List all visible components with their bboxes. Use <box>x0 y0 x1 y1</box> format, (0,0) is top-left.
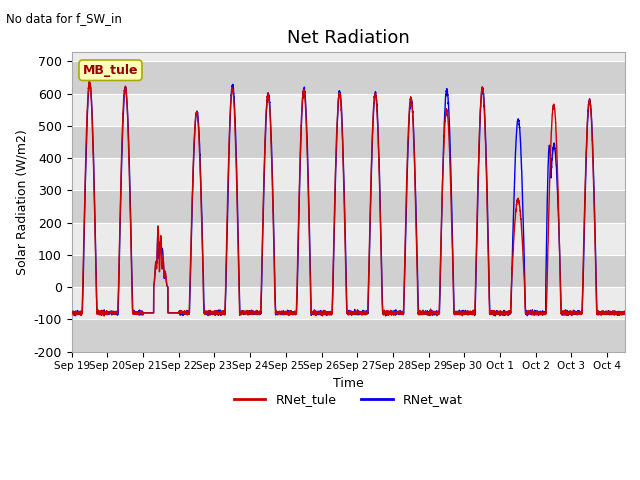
Bar <box>72 61 625 94</box>
Bar <box>72 223 625 255</box>
Bar <box>72 126 625 158</box>
Bar <box>72 158 625 191</box>
Y-axis label: Solar Radiation (W/m2): Solar Radiation (W/m2) <box>15 129 28 275</box>
Bar <box>72 255 625 287</box>
Bar <box>72 319 625 351</box>
X-axis label: Time: Time <box>333 377 364 390</box>
Bar <box>72 287 625 319</box>
Bar <box>72 191 625 223</box>
Text: MB_tule: MB_tule <box>83 64 138 77</box>
Text: No data for f_SW_in: No data for f_SW_in <box>6 12 122 25</box>
Title: Net Radiation: Net Radiation <box>287 29 410 48</box>
Bar <box>72 94 625 126</box>
Legend: RNet_tule, RNet_wat: RNet_tule, RNet_wat <box>229 388 467 411</box>
